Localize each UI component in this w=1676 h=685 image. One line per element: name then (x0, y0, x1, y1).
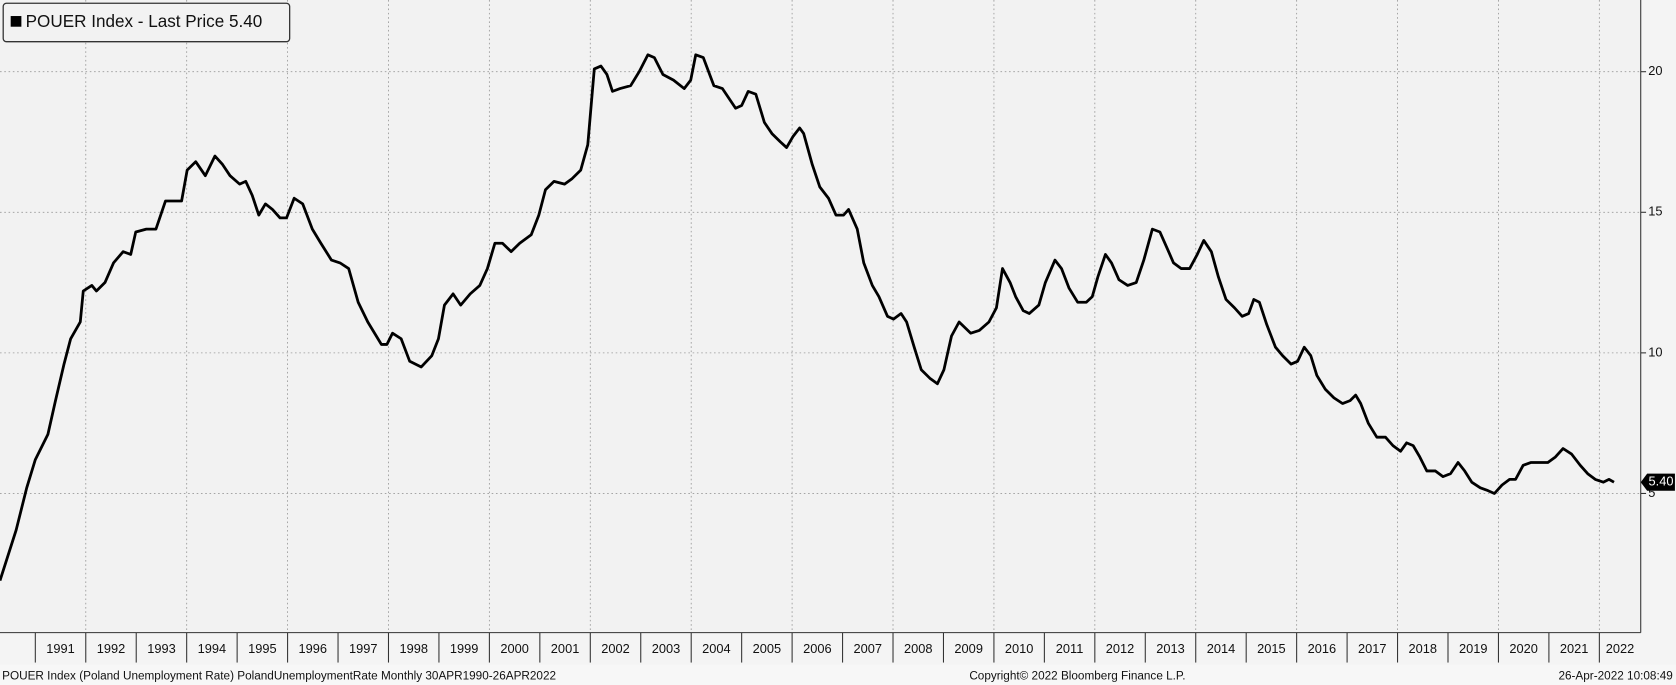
footer-right: 26-Apr-2022 10:08:49 (1558, 670, 1672, 683)
footer-bar (0, 664, 1676, 685)
x-tick-label: 1999 (450, 641, 479, 656)
x-tick-label: 1993 (147, 641, 176, 656)
y-tick-label: 20 (1648, 63, 1662, 78)
x-tick-label: 1992 (97, 641, 126, 656)
last-value-box (1640, 473, 1675, 491)
x-tick-label: 2000 (500, 641, 529, 656)
x-tick-label: 2006 (803, 641, 832, 656)
x-tick-label: 2013 (1156, 641, 1185, 656)
y-tick-label: 10 (1648, 344, 1662, 359)
x-tick-label: 2005 (753, 641, 782, 656)
x-tick-label: 1991 (46, 641, 75, 656)
x-tick-label: 2001 (551, 641, 580, 656)
legend-swatch (10, 16, 22, 27)
x-tick-label: 2019 (1459, 641, 1488, 656)
x-tick-label: 2010 (1005, 641, 1034, 656)
x-tick-label: 2018 (1409, 641, 1438, 656)
x-tick-label: 2012 (1106, 641, 1135, 656)
legend: POUER Index - Last Price 5.40 (2, 2, 291, 43)
x-tick-label: 2011 (1056, 641, 1084, 656)
x-tick-label: 2002 (601, 641, 630, 656)
x-tick-label: 2021 (1560, 641, 1589, 656)
y-tick-label: 15 (1648, 204, 1662, 219)
legend-label: POUER Index - Last Price 5.40 (26, 12, 263, 31)
x-tick-label: 1996 (299, 641, 328, 656)
footer-center: Copyright© 2022 Bloomberg Finance L.P. (969, 670, 1185, 683)
y-tick-label: 5 (1648, 485, 1655, 500)
footer-left: POUER Index (Poland Unemployment Rate) P… (2, 670, 556, 683)
x-tick-label: 2003 (652, 641, 681, 656)
x-tick-label: 1998 (399, 641, 428, 656)
x-tick-label: 1997 (349, 641, 378, 656)
x-tick-label: 2014 (1207, 641, 1236, 656)
plot-area (0, 0, 1641, 633)
x-tick-label: 2004 (702, 641, 731, 656)
line-series (0, 53, 1615, 582)
legend-box (2, 2, 291, 43)
x-tick-label: 2016 (1308, 641, 1337, 656)
x-tick-label: 1995 (248, 641, 277, 656)
x-tick-label: 1994 (198, 641, 227, 656)
last-value-label: 5.40 (1649, 474, 1674, 489)
x-tick-label: 2008 (904, 641, 933, 656)
x-tick-label: 2020 (1509, 641, 1538, 656)
x-tick-label: 2015 (1257, 641, 1286, 656)
x-tick-label: 2007 (854, 641, 883, 656)
x-tick-label: 2009 (954, 641, 983, 656)
x-tick-label: 2022 (1606, 641, 1635, 656)
x-tick-label: 2017 (1358, 641, 1387, 656)
